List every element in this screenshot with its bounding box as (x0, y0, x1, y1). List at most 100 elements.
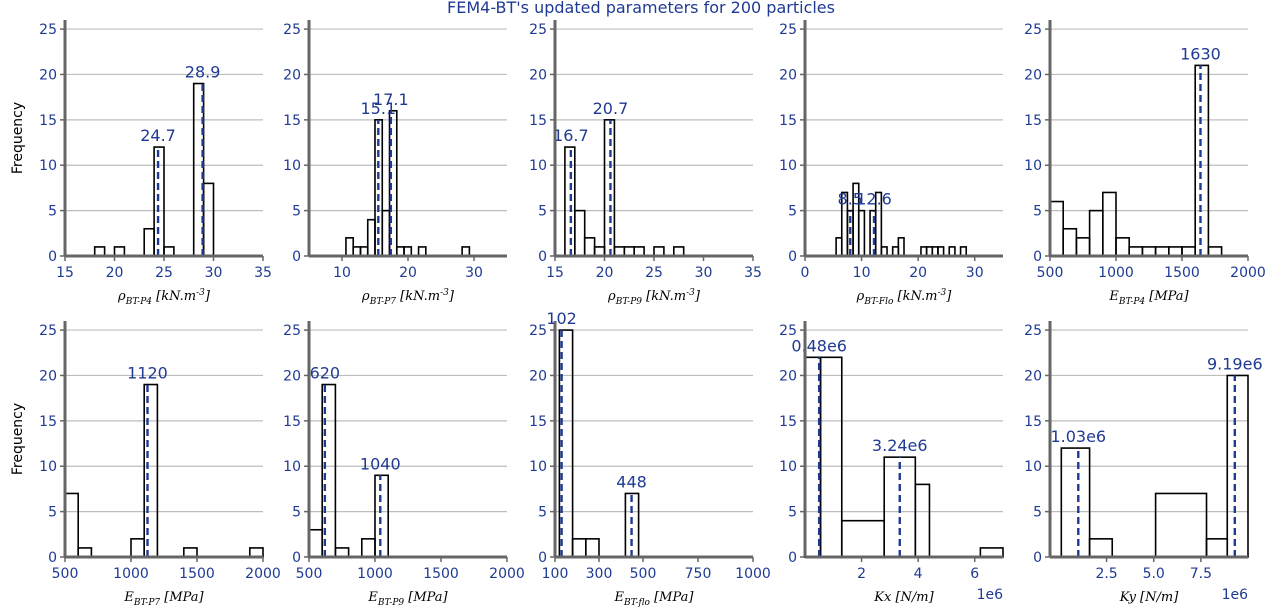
x-axis-label: ρBT-P9 [kN.m-3] (607, 288, 701, 307)
y-tick-label: 20 (529, 67, 547, 83)
mean-annotation: 1.03e6 (1050, 427, 1106, 446)
y-tick-label: 25 (529, 22, 547, 38)
figure-title: FEM4-BT's updated parameters for 200 par… (447, 0, 835, 17)
y-tick-label: 0 (292, 249, 301, 265)
mean-annotation: 448 (616, 472, 647, 491)
x-tick-label: 300 (586, 566, 613, 582)
y-tick-label: 5 (1033, 505, 1042, 521)
y-tick-label: 0 (48, 249, 57, 265)
x-tick-label: 10 (853, 265, 871, 281)
x-tick-label: 20 (399, 265, 417, 281)
histogram-bar (345, 237, 355, 257)
histogram-panel: 0 5 10 15 20 25 24.7 28.9 15 20 25 30 35 ρBT-P4 [kN.m… (10, 20, 272, 307)
y-tick-label: 10 (529, 158, 547, 174)
x-tick-label: 15 (56, 265, 74, 281)
y-axis-label: Frequency (10, 403, 26, 475)
y-tick-label: 15 (779, 113, 797, 129)
mean-annotation: 1120 (127, 364, 168, 383)
mean-annotation: 28.9 (185, 63, 221, 82)
y-tick-label: 20 (1024, 368, 1042, 384)
histogram-bar (202, 182, 215, 257)
y-tick-label: 15 (283, 113, 301, 129)
histogram-bar (583, 237, 596, 257)
histogram-bar (374, 474, 389, 558)
histogram-bar (130, 538, 145, 558)
histogram-bar (1115, 237, 1130, 257)
y-tick-label: 25 (529, 323, 547, 339)
y-tick-label: 25 (1024, 323, 1042, 339)
histogram-bar (1194, 64, 1210, 257)
mean-annotation: 620 (310, 364, 341, 383)
histogram-bar (897, 237, 905, 257)
y-tick-label: 20 (39, 368, 57, 384)
y-tick-label: 10 (39, 158, 57, 174)
mean-annotation: 9.19e6 (1207, 354, 1263, 373)
x-tick-label: 500 (630, 566, 657, 582)
x-tick-label: 20 (106, 265, 124, 281)
mean-annotation: 12.6 (856, 190, 892, 209)
histogram-panel: 0 5 10 15 20 25 8.512.6 0 10 20 30 ρBT-Flo [kN.m-3] (779, 20, 1003, 307)
x-tick-label: 2000 (245, 566, 281, 582)
histogram-panel: 0 5 10 15 20 25 620 1040 500 1000 1500 2000 EBT-P9 [… (283, 321, 525, 608)
y-tick-label: 5 (788, 505, 797, 521)
y-tick-label: 25 (779, 323, 797, 339)
histogram-panel: 0 5 10 15 20 250.48e6 3.24e6 2 4 6 1e6 Kx [N/m] (779, 321, 1004, 605)
y-tick-label: 15 (1024, 414, 1042, 430)
y-tick-label: 0 (538, 249, 547, 265)
y-tick-label: 5 (48, 204, 57, 220)
x-tick-label: 2000 (489, 566, 525, 582)
y-tick-label: 10 (39, 459, 57, 475)
histogram-bar (835, 237, 843, 257)
y-tick-label: 15 (39, 113, 57, 129)
x-tick-label: 1000 (357, 566, 393, 582)
y-tick-label: 25 (283, 22, 301, 38)
x-tick-label: 1000 (1098, 265, 1134, 281)
x-tick-label: 5.0 (1143, 566, 1165, 582)
mean-annotation: 1630 (1180, 44, 1221, 63)
y-tick-label: 20 (283, 368, 301, 384)
histogram-bar (573, 209, 586, 257)
y-tick-label: 0 (538, 550, 547, 566)
mean-annotation: 17.1 (373, 90, 409, 109)
histogram-bar (1060, 447, 1091, 558)
x-tick-label: 30 (465, 265, 483, 281)
y-tick-label: 15 (529, 113, 547, 129)
histogram-panels: 0 5 10 15 20 25 24.7 28.9 15 20 25 30 35 ρBT-P4 [kN.m… (10, 20, 1266, 608)
y-tick-label: 15 (39, 414, 57, 430)
histogram-bar (1088, 209, 1104, 257)
x-tick-label: 35 (744, 265, 762, 281)
y-tick-label: 10 (283, 158, 301, 174)
y-tick-label: 0 (292, 550, 301, 566)
x-axis-label: EBT-P9 [MPa] (367, 590, 448, 608)
mean-annotation: 24.7 (140, 126, 176, 145)
mean-annotation: 16.7 (553, 126, 589, 145)
y-tick-label: 5 (538, 204, 547, 220)
y-tick-label: 15 (779, 414, 797, 430)
histogram-panel: 0 5 10 15 20 25 1120 500 1000 1500 2000 EBT-P7 [MPa… (10, 321, 281, 608)
mean-annotation: 15.1 (360, 99, 396, 118)
x-axis-label: EBT-P7 [MPa] (123, 590, 204, 608)
mean-annotation: 3.24e6 (872, 436, 928, 455)
x-axis-label: ρBT-P7 [kN.m-3] (361, 288, 455, 307)
y-tick-label: 20 (283, 67, 301, 83)
y-tick-label: 5 (788, 204, 797, 220)
x-offset-label: 1e6 (977, 587, 1004, 603)
histogram-bar (1205, 538, 1229, 558)
y-tick-label: 0 (788, 249, 797, 265)
histogram-bar (64, 492, 79, 558)
y-tick-label: 15 (1024, 113, 1042, 129)
x-tick-label: 1000 (735, 566, 771, 582)
histogram-bar (1102, 191, 1117, 257)
x-tick-label: 30 (205, 265, 223, 281)
y-tick-label: 0 (48, 550, 57, 566)
x-tick-label: 2000 (1230, 265, 1266, 281)
y-tick-label: 5 (292, 505, 301, 521)
x-tick-label: 100 (542, 566, 569, 582)
y-tick-label: 20 (1024, 67, 1042, 83)
x-axis-label: ρBT-P4 [kN.m-3] (117, 288, 211, 307)
y-tick-label: 0 (1033, 550, 1042, 566)
histogram-bar (1154, 492, 1208, 558)
y-tick-label: 15 (529, 414, 547, 430)
